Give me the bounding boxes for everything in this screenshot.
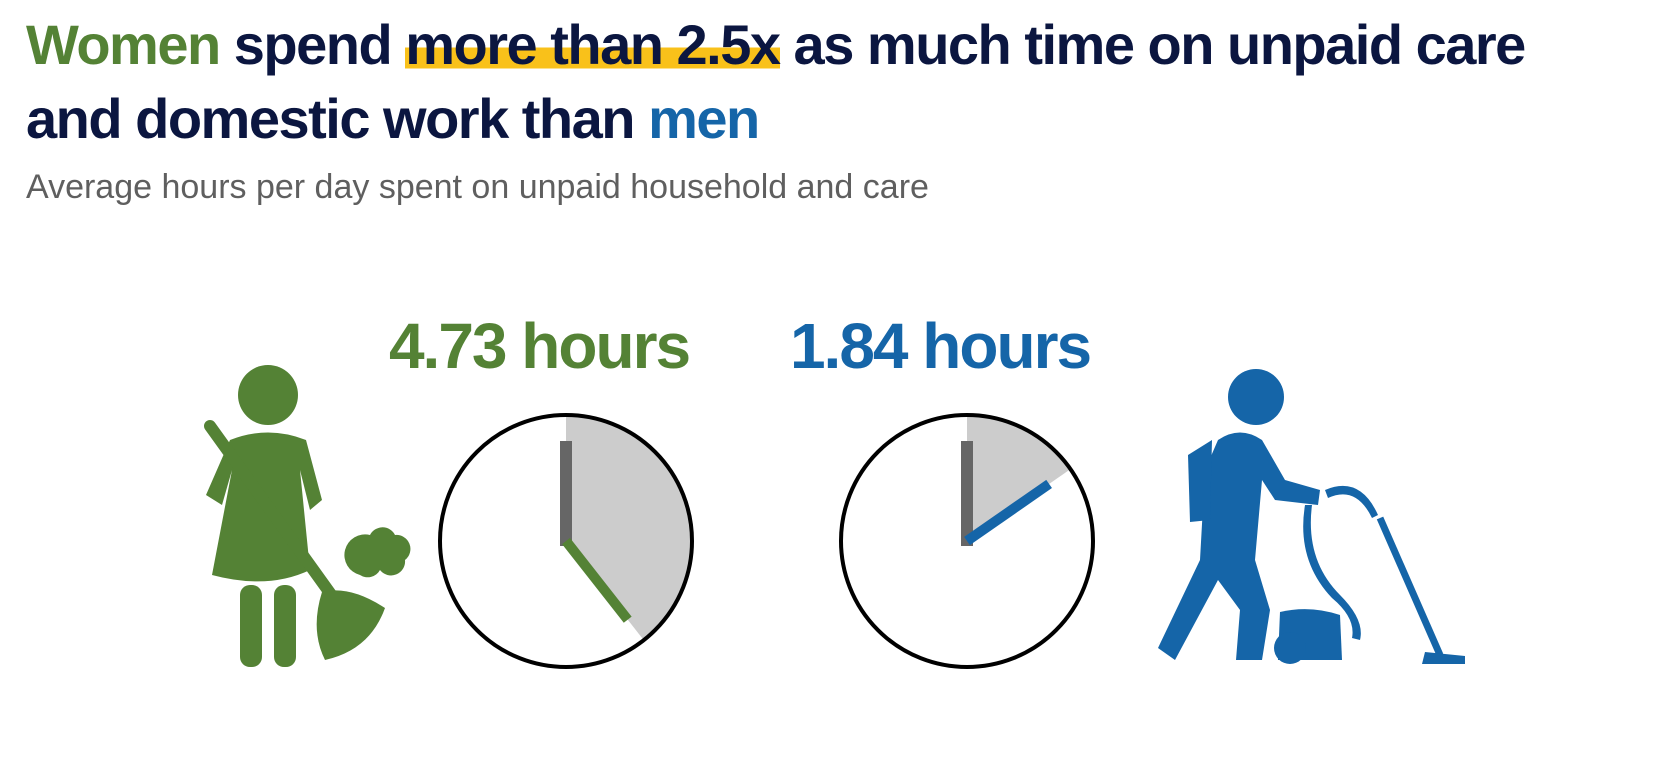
woman-icon bbox=[204, 365, 411, 667]
value-label: 4.73 hours bbox=[389, 310, 689, 382]
clock-value-hand bbox=[964, 479, 1052, 546]
title-part: Women bbox=[26, 13, 221, 76]
clock-wedge bbox=[566, 415, 693, 641]
subtitle: Average hours per day spent on unpaid ho… bbox=[26, 168, 929, 206]
title-part: spend bbox=[219, 13, 406, 76]
title-part: men bbox=[648, 87, 760, 150]
title-part: as much time on unpaid care and domestic… bbox=[26, 13, 1526, 150]
man-icon bbox=[1158, 369, 1465, 664]
value-label: 1.84 hours bbox=[790, 310, 1090, 382]
clock-rim bbox=[839, 413, 1095, 669]
title-highlight: more than 2.5x bbox=[405, 13, 781, 76]
clock-wedge bbox=[967, 415, 1071, 541]
title: Women spend more than 2.5x as much time … bbox=[26, 8, 1586, 156]
clock-rim bbox=[438, 413, 694, 669]
clock-value-hand bbox=[562, 537, 632, 623]
